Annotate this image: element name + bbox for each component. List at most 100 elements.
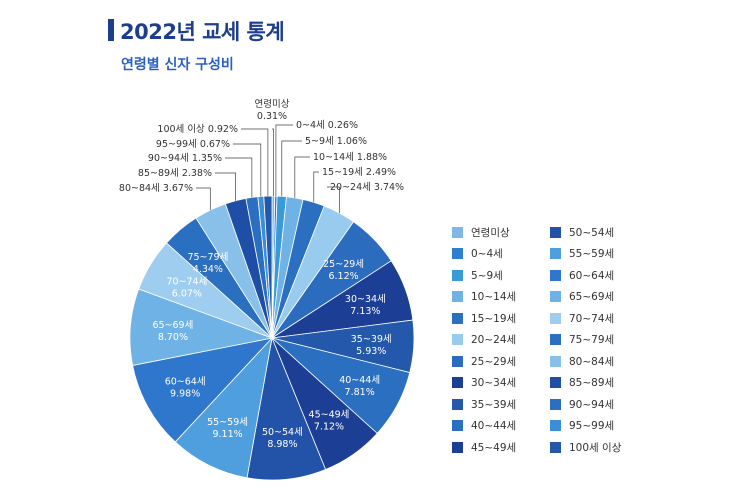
legend-item-20: 95~99세 [550, 418, 614, 434]
legend-swatch-9 [452, 420, 463, 431]
legend-label-8: 35~39세 [471, 398, 517, 411]
slice-value-label-13: 9.98% [170, 388, 200, 399]
legend-label-13: 60~64세 [569, 269, 615, 282]
legend-swatch-7 [452, 377, 463, 388]
legend-item-1: 0~4세 [452, 246, 503, 262]
legend-item-19: 90~94세 [550, 396, 614, 412]
legend-label-0: 연령미상 [471, 226, 510, 239]
legend-item-6: 25~29세 [452, 353, 516, 369]
slice-label-2: 5~9세 1.06% [305, 136, 367, 147]
slice-value-label-10: 7.12% [314, 421, 344, 432]
slice-label-13: 60~64세 [165, 376, 206, 387]
slice-value-label-0: 0.31% [257, 111, 287, 122]
legend-swatch-16 [550, 334, 561, 345]
leader-line-17 [196, 187, 211, 211]
slice-value-label-16: 4.34% [193, 264, 223, 275]
slice-label-18: 85~89세 2.38% [138, 168, 212, 179]
slice-value-label-7: 7.13% [350, 306, 380, 317]
legend-item-12: 55~59세 [550, 246, 614, 262]
title-accent-bar [108, 19, 114, 41]
leader-line-5 [327, 186, 340, 214]
leader-line-2 [281, 140, 302, 197]
leader-line-4 [313, 171, 319, 203]
slice-label-10: 45~49세 [309, 409, 350, 420]
legend-swatch-0 [452, 226, 463, 238]
slice-value-label-14: 8.70% [158, 332, 188, 343]
slice-label-19: 90~94세 1.35% [148, 153, 222, 164]
slice-label-17: 80~84세 3.67% [119, 183, 193, 194]
leader-line-3 [294, 156, 310, 198]
slice-value-label-11: 8.98% [267, 439, 297, 450]
legend-label-9: 40~44세 [471, 420, 517, 432]
pie-slice-12 [174, 336, 273, 479]
legend-swatch-17 [550, 355, 561, 367]
legend-item-8: 35~39세 [452, 396, 516, 412]
legend-label-14: 65~69세 [569, 291, 615, 303]
page-title: 2022년 교세 통계 [120, 20, 285, 44]
legend-item-17: 80~84세 [550, 353, 614, 369]
legend-swatch-10 [452, 441, 463, 453]
legend-label-19: 90~94세 [569, 398, 615, 411]
slice-value-label-9: 7.81% [345, 387, 375, 398]
leader-line-21 [241, 128, 269, 197]
legend-label-21: 100세 이상 [569, 441, 622, 454]
slice-label-8: 35~39세 [351, 334, 392, 345]
legend-swatch-5 [452, 334, 463, 345]
leader-line-19 [225, 157, 253, 198]
slice-label-4: 15~19세 2.49% [322, 167, 396, 178]
legend-label-4: 15~19세 [471, 312, 517, 325]
pie-slice-13 [132, 337, 274, 443]
pie-slice-11 [246, 336, 327, 481]
legend-swatch-21 [550, 441, 561, 453]
legend-label-2: 5~9세 [471, 269, 503, 282]
legend-swatch-2 [452, 269, 463, 281]
legend-item-0: 연령미상 [452, 224, 510, 240]
legend-swatch-18 [550, 377, 561, 388]
leader-line-1 [275, 124, 293, 197]
legend-item-5: 20~24세 [452, 332, 516, 348]
slice-label-0: 연령미상 [255, 98, 290, 110]
slice-label-11: 50~54세 [262, 427, 303, 438]
slice-label-14: 65~69세 [152, 320, 193, 331]
legend-swatch-11 [550, 226, 561, 238]
slice-value-label-15: 6.07% [172, 289, 202, 300]
legend-label-10: 45~49세 [471, 441, 517, 454]
legend-label-12: 55~59세 [569, 248, 615, 260]
slice-value-label-8: 5.93% [356, 346, 386, 357]
legend-swatch-8 [452, 398, 463, 410]
legend-label-18: 85~89세 [569, 377, 615, 389]
legend-item-14: 65~69세 [550, 289, 614, 305]
legend-item-21: 100세 이상 [550, 439, 621, 455]
legend-label-16: 75~79세 [569, 334, 615, 346]
slice-label-7: 30~34세 [345, 294, 386, 305]
chart-subtitle: 연령별 신자 구성비 [121, 57, 234, 73]
slice-label-20: 95~99세 0.67% [156, 139, 230, 150]
legend-item-3: 10~14세 [452, 289, 516, 305]
legend-label-20: 95~99세 [569, 420, 615, 432]
legend-label-17: 80~84세 [569, 355, 615, 368]
legend-item-15: 70~74세 [550, 310, 614, 326]
legend-swatch-13 [550, 269, 561, 281]
legend-swatch-4 [452, 312, 463, 324]
legend-swatch-1 [452, 248, 463, 259]
legend-swatch-15 [550, 312, 561, 324]
legend-swatch-6 [452, 355, 463, 367]
legend-item-4: 15~19세 [452, 310, 516, 326]
slice-label-1: 0~4세 0.26% [296, 120, 358, 131]
legend-label-11: 50~54세 [569, 226, 615, 239]
legend-label-6: 25~29세 [471, 355, 517, 368]
legend-item-16: 75~79세 [550, 332, 614, 348]
legend-item-2: 5~9세 [452, 267, 503, 283]
legend-label-15: 70~74세 [569, 312, 615, 325]
legend-label-7: 30~34세 [471, 377, 517, 389]
legend-item-11: 50~54세 [550, 224, 614, 240]
legend-item-7: 30~34세 [452, 375, 516, 391]
leader-line-18 [215, 172, 236, 201]
leader-line-0 [272, 128, 274, 197]
slice-value-label-12: 9.11% [212, 429, 242, 440]
legend-label-1: 0~4세 [471, 248, 503, 260]
slice-label-15: 70~74세 [166, 277, 207, 288]
legend-swatch-20 [550, 420, 561, 431]
legend-item-13: 60~64세 [550, 267, 614, 283]
